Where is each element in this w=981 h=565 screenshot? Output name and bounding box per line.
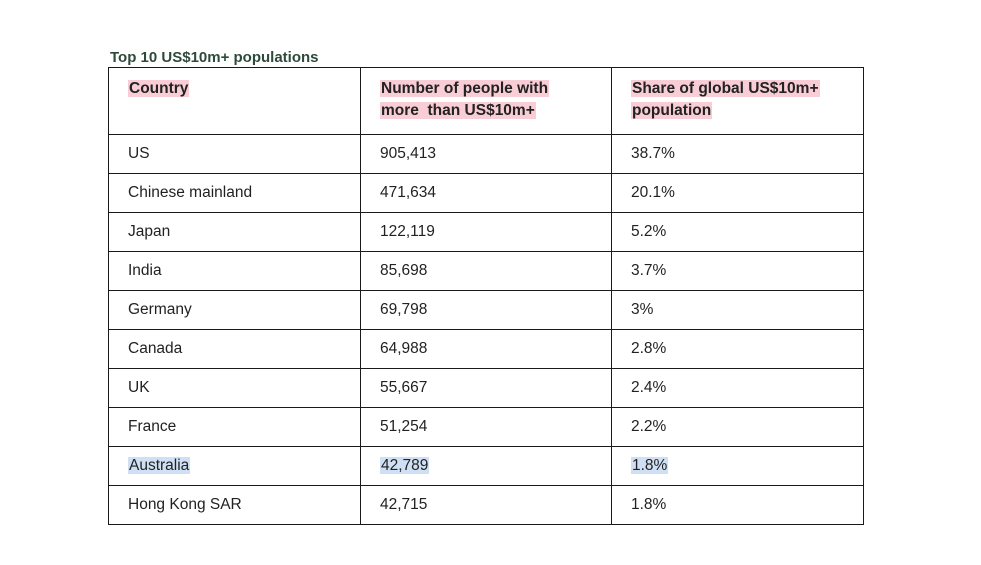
people-cell: 55,667 [360,368,612,408]
table-row: Germany 69,798 3% [108,290,864,330]
country-cell: Germany [108,290,361,330]
country-cell: India [108,251,361,291]
table-title: Top 10 US$10m+ populations [110,49,319,66]
people-cell: 51,254 [360,407,612,447]
country-cell: Australia [108,446,361,486]
people-cell: 471,634 [360,173,612,213]
share-highlight: 1.8% [631,457,669,474]
country-highlight: Australia [128,457,191,474]
people-cell: 85,698 [360,251,612,291]
table-row: India 85,698 3.7% [108,251,864,291]
country-cell: Chinese mainland [108,173,361,213]
table-row-highlighted: Australia 42,789 1.8% [108,446,864,486]
table-header-row: Country Number of people with more than … [108,67,864,135]
people-cell: 69,798 [360,290,612,330]
country-cell: US [108,134,361,174]
people-cell: 122,119 [360,212,612,252]
share-cell: 20.1% [611,173,864,213]
table-row: Canada 64,988 2.8% [108,329,864,369]
populations-table: Country Number of people with more than … [108,67,864,525]
people-cell: 905,413 [360,134,612,174]
share-cell: 2.2% [611,407,864,447]
header-share: Share of global US$10m+ population [611,67,864,135]
country-cell: UK [108,368,361,408]
share-cell: 1.8% [611,485,864,525]
header-number-of-people: Number of people with more than US$10m+ [360,67,612,135]
people-cell: 42,715 [360,485,612,525]
people-cell: 64,988 [360,329,612,369]
people-highlight: 42,789 [380,457,430,474]
table-row: UK 55,667 2.4% [108,368,864,408]
share-cell: 1.8% [611,446,864,486]
country-cell: Canada [108,329,361,369]
people-cell: 42,789 [360,446,612,486]
share-cell: 2.8% [611,329,864,369]
table-row: Japan 122,119 5.2% [108,212,864,252]
table-row: Hong Kong SAR 42,715 1.8% [108,485,864,525]
table-row: France 51,254 2.2% [108,407,864,447]
table-row: Chinese mainland 471,634 20.1% [108,173,864,213]
header-share-line-1: Share of global US$10m+ [631,80,820,97]
header-number-line-1: Number of people with [380,80,550,97]
header-share-line-2: population [631,102,713,119]
share-cell: 3% [611,290,864,330]
country-cell: France [108,407,361,447]
share-cell: 5.2% [611,212,864,252]
share-cell: 2.4% [611,368,864,408]
share-cell: 38.7% [611,134,864,174]
header-number-line-2: more than US$10m+ [380,102,536,119]
share-cell: 3.7% [611,251,864,291]
country-cell: Japan [108,212,361,252]
country-cell: Hong Kong SAR [108,485,361,525]
header-country-label: Country [128,80,190,97]
table-row: US 905,413 38.7% [108,134,864,174]
header-country: Country [108,67,361,135]
